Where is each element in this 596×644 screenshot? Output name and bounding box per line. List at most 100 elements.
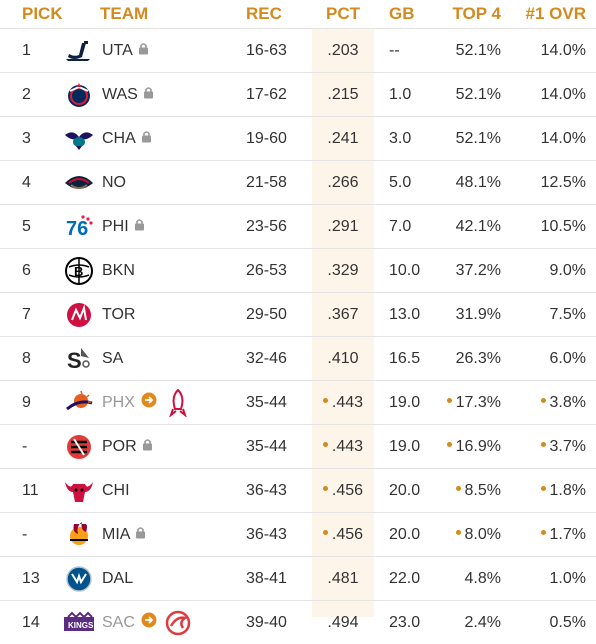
team-cell[interactable]: 76 PHI (62, 212, 145, 242)
table-row[interactable]: 6 B BKN 26-53 .329 10.0 37.2% 9.0% (0, 248, 596, 292)
svg-text:KINGS: KINGS (68, 621, 94, 630)
pct-cell: .215 (312, 86, 374, 104)
team-cell[interactable]: KINGS SAC (62, 608, 195, 638)
suns-logo-icon (62, 388, 96, 418)
arrow-right-icon (141, 612, 157, 633)
svg-text:S: S (67, 348, 82, 373)
record-cell: 32-46 (246, 349, 287, 367)
pct-value: .329 (327, 261, 359, 279)
pct-value: .215 (327, 85, 359, 103)
team-cell[interactable]: WAS (62, 80, 154, 110)
hornets-logo-icon (62, 124, 96, 154)
ovr-value: 3.7% (549, 437, 586, 455)
header-pick[interactable]: PICK (22, 4, 63, 23)
raptors-logo-icon (62, 300, 96, 330)
dot-indicator-icon (322, 529, 328, 535)
table-row[interactable]: 3 CHA 19-60 .241 3.0 52.1% 14.0% (0, 116, 596, 160)
table-body: 1 UTA 16-63.203 -- 52.1% 14.0% 2 WAS 17-62.215 1.… (0, 28, 596, 644)
table-row[interactable]: 7 TOR 29-50 .367 13.0 31.9% 7.5% (0, 292, 596, 336)
pct-cell: .456 (312, 482, 374, 500)
lock-icon (141, 130, 152, 148)
team-cell[interactable]: PHX (62, 388, 195, 418)
first-overall-cell: 14.0% (541, 86, 586, 104)
top4-value: 48.1% (455, 173, 501, 191)
header-rec[interactable]: REC (246, 4, 282, 23)
bulls-logo-icon (62, 476, 96, 506)
pct-cell: .494 (312, 614, 374, 632)
gb-cell: -- (389, 41, 400, 59)
dot-indicator-icon (540, 485, 546, 491)
ovr-value: 1.7% (549, 525, 586, 543)
team-cell[interactable]: B BKN (62, 256, 135, 286)
first-overall-cell: 0.5% (550, 614, 586, 632)
kings-logo-icon: KINGS (62, 608, 96, 638)
ovr-value: 14.0% (540, 129, 586, 147)
table-row[interactable]: 9 PHX 35-44 .443 19.0 17.3% 3.8% (0, 380, 596, 424)
first-overall-cell: 9.0% (550, 262, 586, 280)
pct-value: .443 (331, 393, 364, 411)
table-row[interactable]: 8 S SA 32-46 .410 16.5 26.3% 6.0% (0, 336, 596, 380)
top4-value: 17.3% (455, 393, 501, 411)
table-row[interactable]: 11 CHI 36-43 .456 20.0 8.5% 1.8% (0, 468, 596, 512)
table-row[interactable]: 14 KINGS SAC 39-40 .494 23.0 2.4% 0.5% (0, 600, 596, 644)
ovr-value: 6.0% (549, 349, 586, 367)
top4-cell: 4.8% (465, 570, 501, 588)
svg-text:B: B (74, 264, 83, 279)
rockets-logo-icon (161, 388, 195, 418)
jazz-logo-icon (62, 36, 96, 66)
first-overall-cell: 12.5% (541, 174, 586, 192)
team-cell[interactable]: DAL (62, 564, 133, 594)
table-row[interactable]: 2 WAS 17-62 .215 1.0 52.1% 14.0% (0, 72, 596, 116)
ovr-value: 1.0% (549, 569, 586, 587)
header-pct[interactable]: PCT (326, 4, 360, 23)
table-row[interactable]: 4 NO 21-58 .266 5.0 48.1% 12.5% (0, 160, 596, 204)
team-cell[interactable]: CHI (62, 476, 130, 506)
dot-indicator-icon (540, 397, 546, 403)
top4-value: 52.1% (455, 85, 501, 103)
top4-value: 8.5% (464, 481, 501, 499)
pct-cell: .329 (312, 262, 374, 280)
dot-indicator-icon (540, 529, 546, 535)
gb-cell: 13.0 (389, 305, 421, 323)
team-abbr: BKN (102, 261, 135, 279)
pct-value: .291 (327, 217, 359, 235)
pick-cell: 4 (22, 173, 31, 191)
pct-cell: .443 (312, 394, 374, 412)
dot-indicator-icon (455, 485, 461, 491)
team-abbr: SA (102, 349, 124, 367)
pct-cell: .203 (312, 42, 374, 60)
team-cell[interactable]: CHA (62, 124, 152, 154)
table-row[interactable]: 1 UTA 16-63 .203 -- 52.1% 14.0% (0, 28, 596, 72)
team-cell[interactable]: NO (62, 168, 126, 198)
header-gb[interactable]: GB (389, 4, 415, 23)
table-row[interactable]: - MIA 36-43 .456 20.0 8.0% 1.7% (0, 512, 596, 556)
top4-value: 31.9% (455, 305, 501, 323)
pct-cell: .241 (312, 130, 374, 148)
top4-cell: 37.2% (456, 262, 501, 280)
table-row[interactable]: 13 DAL 38-41 .481 22.0 4.8% 1.0% (0, 556, 596, 600)
team-abbr: WAS (102, 85, 138, 103)
top4-cell: 26.3% (456, 350, 501, 368)
team-cell[interactable]: TOR (62, 300, 135, 330)
heat-logo-icon (62, 520, 96, 550)
team-cell[interactable]: S SA (62, 344, 123, 374)
header-top4[interactable]: TOP 4 (452, 4, 501, 23)
team-cell[interactable]: MIA (62, 520, 146, 550)
table-row[interactable]: 5 76 PHI 23-56 .291 7.0 42.1% 10.5% (0, 204, 596, 248)
pct-cell: .443 (312, 438, 374, 456)
top4-cell: 17.3% (446, 393, 501, 412)
header-team[interactable]: TEAM (100, 4, 149, 23)
pct-cell: .410 (312, 350, 374, 368)
table-row[interactable]: - POR 35-44 .443 19.0 16.9% 3.7% (0, 424, 596, 468)
top4-cell: 8.0% (455, 526, 501, 544)
pick-cell: 13 (22, 569, 40, 587)
team-abbr: TOR (102, 305, 136, 323)
pick-cell: 11 (22, 481, 39, 499)
team-cell[interactable]: UTA (62, 36, 149, 66)
team-cell[interactable]: POR (62, 432, 153, 462)
header-first-overall[interactable]: #1 OVR (525, 4, 586, 23)
lock-icon (138, 42, 149, 60)
pick-cell: 8 (22, 349, 31, 367)
gb-cell: 3.0 (389, 129, 412, 147)
top4-value: 52.1% (455, 129, 501, 147)
